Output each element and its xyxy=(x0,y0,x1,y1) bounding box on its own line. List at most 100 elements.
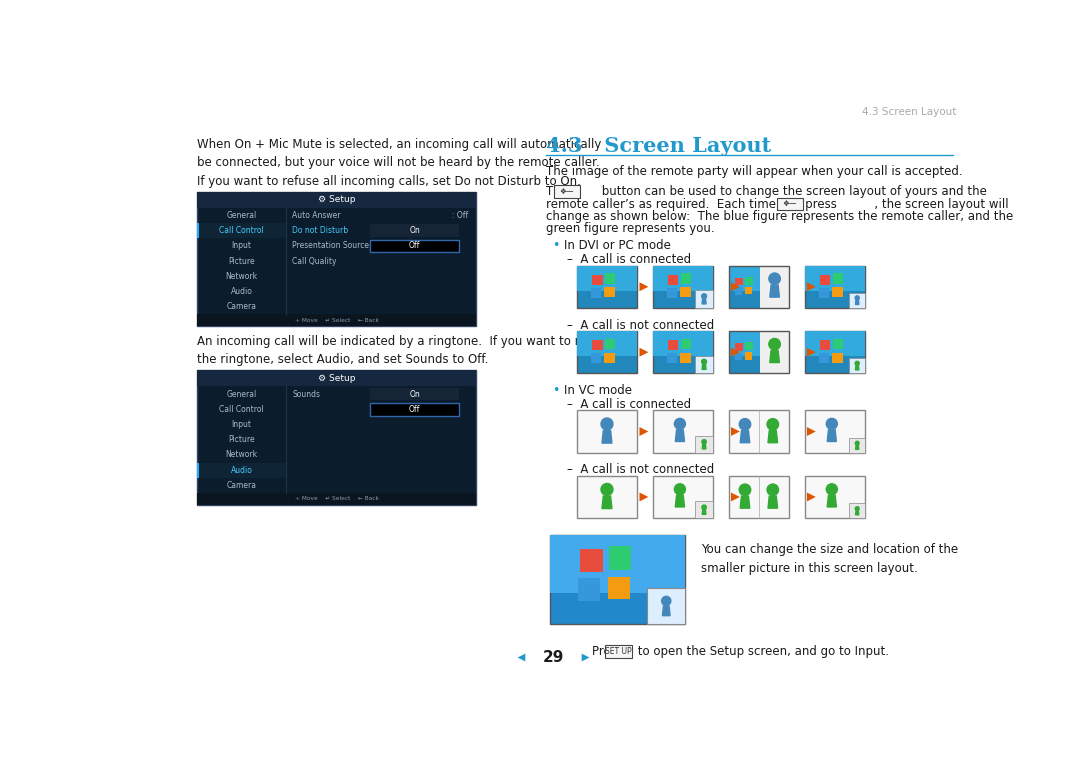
Bar xyxy=(729,476,789,518)
Circle shape xyxy=(674,418,686,430)
Text: Camera: Camera xyxy=(227,302,257,311)
Text: Call Control: Call Control xyxy=(219,226,264,235)
Polygon shape xyxy=(702,364,706,369)
Bar xyxy=(605,288,615,297)
Bar xyxy=(696,436,713,452)
Text: to open the Setup screen, and go to Input.: to open the Setup screen, and go to Inpu… xyxy=(634,645,889,658)
Circle shape xyxy=(739,419,751,430)
Text: Input: Input xyxy=(231,420,252,429)
Polygon shape xyxy=(827,495,836,507)
Circle shape xyxy=(600,418,613,430)
Text: Off: Off xyxy=(409,241,420,250)
Bar xyxy=(729,331,789,373)
Circle shape xyxy=(767,419,779,430)
Polygon shape xyxy=(675,495,685,507)
Bar xyxy=(745,287,753,295)
Circle shape xyxy=(826,418,837,430)
Bar xyxy=(577,266,637,308)
Bar xyxy=(652,266,713,308)
Polygon shape xyxy=(702,299,706,304)
Bar xyxy=(592,340,603,350)
Polygon shape xyxy=(770,350,780,362)
Bar xyxy=(197,493,476,505)
Bar xyxy=(745,277,753,285)
Bar xyxy=(833,339,843,349)
Bar xyxy=(805,410,865,452)
Bar xyxy=(197,192,476,208)
Bar xyxy=(591,288,602,298)
Text: Do not Disturb: Do not Disturb xyxy=(293,226,349,235)
Text: General: General xyxy=(227,211,257,220)
Bar xyxy=(760,331,789,373)
Bar xyxy=(578,578,600,600)
Bar xyxy=(805,476,865,518)
Bar xyxy=(591,353,602,363)
Bar xyxy=(577,266,637,291)
Bar xyxy=(550,535,685,623)
Bar xyxy=(197,314,476,327)
Text: ❖—: ❖— xyxy=(783,199,797,208)
Text: Call Quality: Call Quality xyxy=(293,256,337,266)
Text: Auto Answer: Auto Answer xyxy=(293,211,341,220)
Text: You can change the size and location of the
smaller picture in this screen layou: You can change the size and location of … xyxy=(701,542,958,575)
Text: –  A call is not connected: – A call is not connected xyxy=(567,319,715,332)
Bar xyxy=(729,266,789,308)
Bar xyxy=(550,535,685,593)
Text: 4.3 Screen Layout: 4.3 Screen Layout xyxy=(862,107,957,117)
Bar xyxy=(745,342,753,350)
Bar xyxy=(652,331,713,373)
Circle shape xyxy=(855,441,859,445)
Bar xyxy=(652,476,713,518)
FancyBboxPatch shape xyxy=(606,645,632,658)
Circle shape xyxy=(702,505,706,510)
Polygon shape xyxy=(855,446,859,449)
Bar xyxy=(680,339,691,349)
Bar xyxy=(647,588,685,623)
Bar xyxy=(680,288,691,297)
Bar xyxy=(608,577,631,599)
Text: SET UP: SET UP xyxy=(605,647,632,656)
Text: Camera: Camera xyxy=(227,481,257,490)
Text: 29: 29 xyxy=(543,650,564,665)
Bar xyxy=(729,266,760,291)
Circle shape xyxy=(855,361,860,365)
Bar xyxy=(197,192,476,327)
Bar xyxy=(735,343,743,351)
Bar xyxy=(577,410,637,452)
Text: 4.3   Screen Layout: 4.3 Screen Layout xyxy=(545,137,771,156)
Text: Audio: Audio xyxy=(231,287,253,296)
Circle shape xyxy=(769,339,781,350)
Text: –  A call is connected: – A call is connected xyxy=(567,398,691,411)
Bar xyxy=(805,266,865,308)
Bar xyxy=(735,278,743,285)
Polygon shape xyxy=(602,496,612,509)
Circle shape xyxy=(702,359,706,364)
Bar xyxy=(370,224,459,237)
Text: –  A call is not connected: – A call is not connected xyxy=(567,463,715,476)
Text: Network: Network xyxy=(226,272,258,281)
Bar xyxy=(577,331,637,373)
Circle shape xyxy=(855,296,860,300)
Bar xyxy=(729,331,760,373)
Circle shape xyxy=(662,597,671,606)
Bar xyxy=(734,353,742,360)
Text: When On + Mic Mute is selected, an incoming call will automatically
be connected: When On + Mic Mute is selected, an incom… xyxy=(197,138,602,169)
Bar xyxy=(605,273,616,284)
Polygon shape xyxy=(602,430,612,443)
Bar xyxy=(652,331,713,356)
Bar xyxy=(819,353,829,363)
Circle shape xyxy=(767,484,779,495)
Text: •: • xyxy=(552,384,559,398)
Text: ÷ Move    ↵ Select    ← Back: ÷ Move ↵ Select ← Back xyxy=(295,318,378,323)
Polygon shape xyxy=(855,365,859,370)
Bar xyxy=(745,353,753,359)
Bar xyxy=(370,240,459,252)
Bar xyxy=(734,288,742,295)
Bar xyxy=(805,266,865,291)
Polygon shape xyxy=(768,496,778,508)
Bar xyxy=(729,331,760,356)
Text: The         button can be used to change the screen layout of yours and the: The button can be used to change the scr… xyxy=(545,185,987,198)
Text: ⚙ Setup: ⚙ Setup xyxy=(318,374,355,383)
Bar xyxy=(729,266,760,308)
Text: General: General xyxy=(227,390,257,398)
